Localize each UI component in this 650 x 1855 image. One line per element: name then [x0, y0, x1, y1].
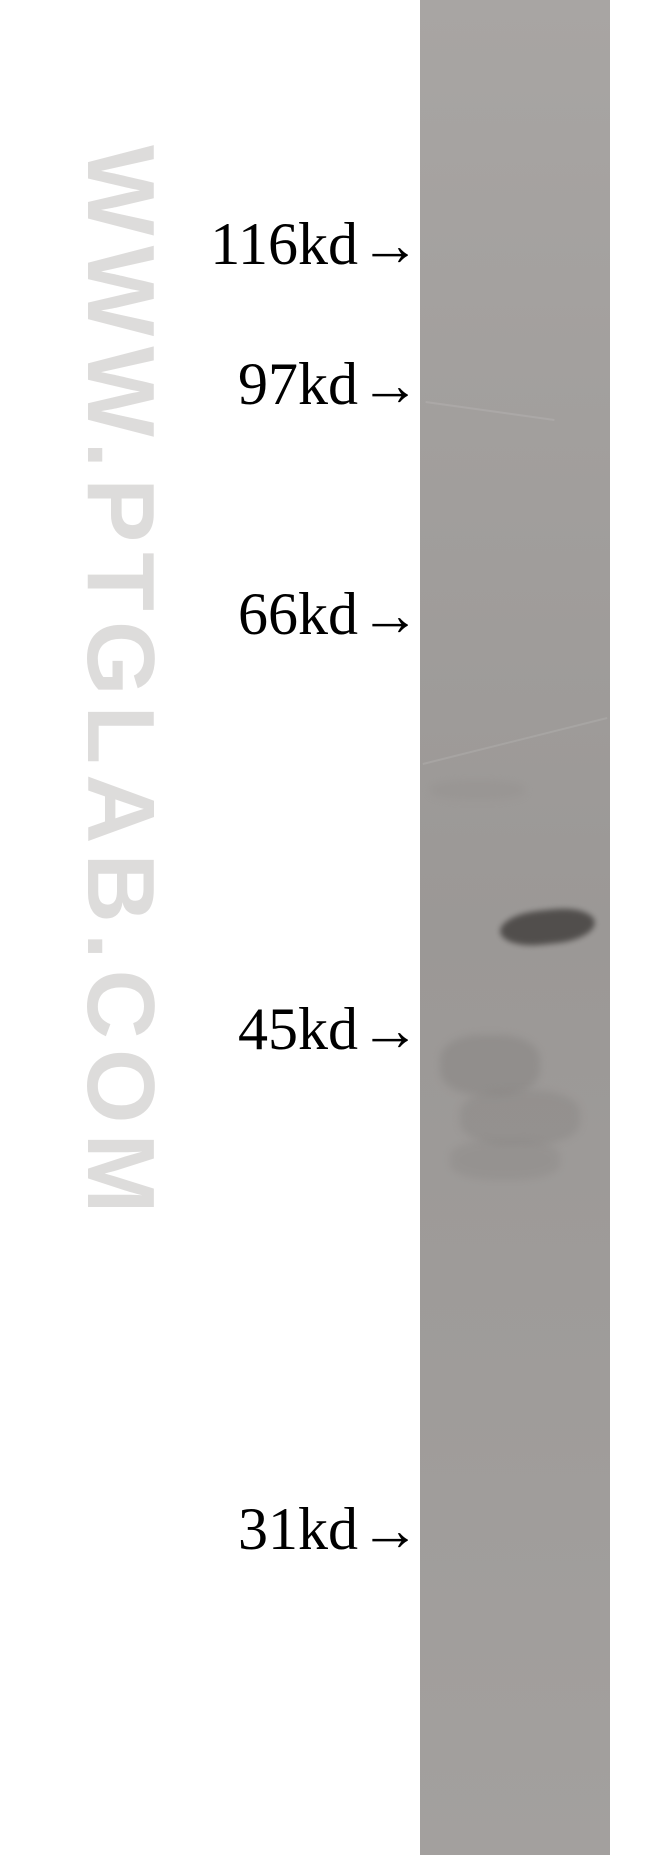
mw-marker-row: 116kd→ — [0, 210, 420, 279]
arrow-right-icon: → — [360, 355, 420, 415]
mw-marker-row: 45kd→ — [0, 995, 420, 1064]
arrow-right-icon: → — [360, 1000, 420, 1060]
background-smudge — [440, 1035, 540, 1095]
arrow-right-icon: → — [360, 1500, 420, 1560]
mw-marker-label: 116kd — [210, 210, 358, 279]
mw-marker-label: 66kd — [238, 580, 358, 649]
arrow-right-icon: → — [360, 585, 420, 645]
mw-marker-row: 97kd→ — [0, 350, 420, 419]
background-smudge — [460, 1090, 580, 1145]
mw-marker-label: 97kd — [238, 350, 358, 419]
mw-marker-label: 45kd — [238, 995, 358, 1064]
mw-marker-row: 66kd→ — [0, 580, 420, 649]
western-blot-figure: WWW.PTGLAB.COM 116kd→97kd→66kd→45kd→31kd… — [0, 0, 650, 1855]
background-smudge — [450, 1140, 560, 1180]
arrow-right-icon: → — [360, 215, 420, 275]
mw-marker-row: 31kd→ — [0, 1495, 420, 1564]
background-smudge — [430, 780, 525, 800]
mw-marker-label: 31kd — [238, 1495, 358, 1564]
